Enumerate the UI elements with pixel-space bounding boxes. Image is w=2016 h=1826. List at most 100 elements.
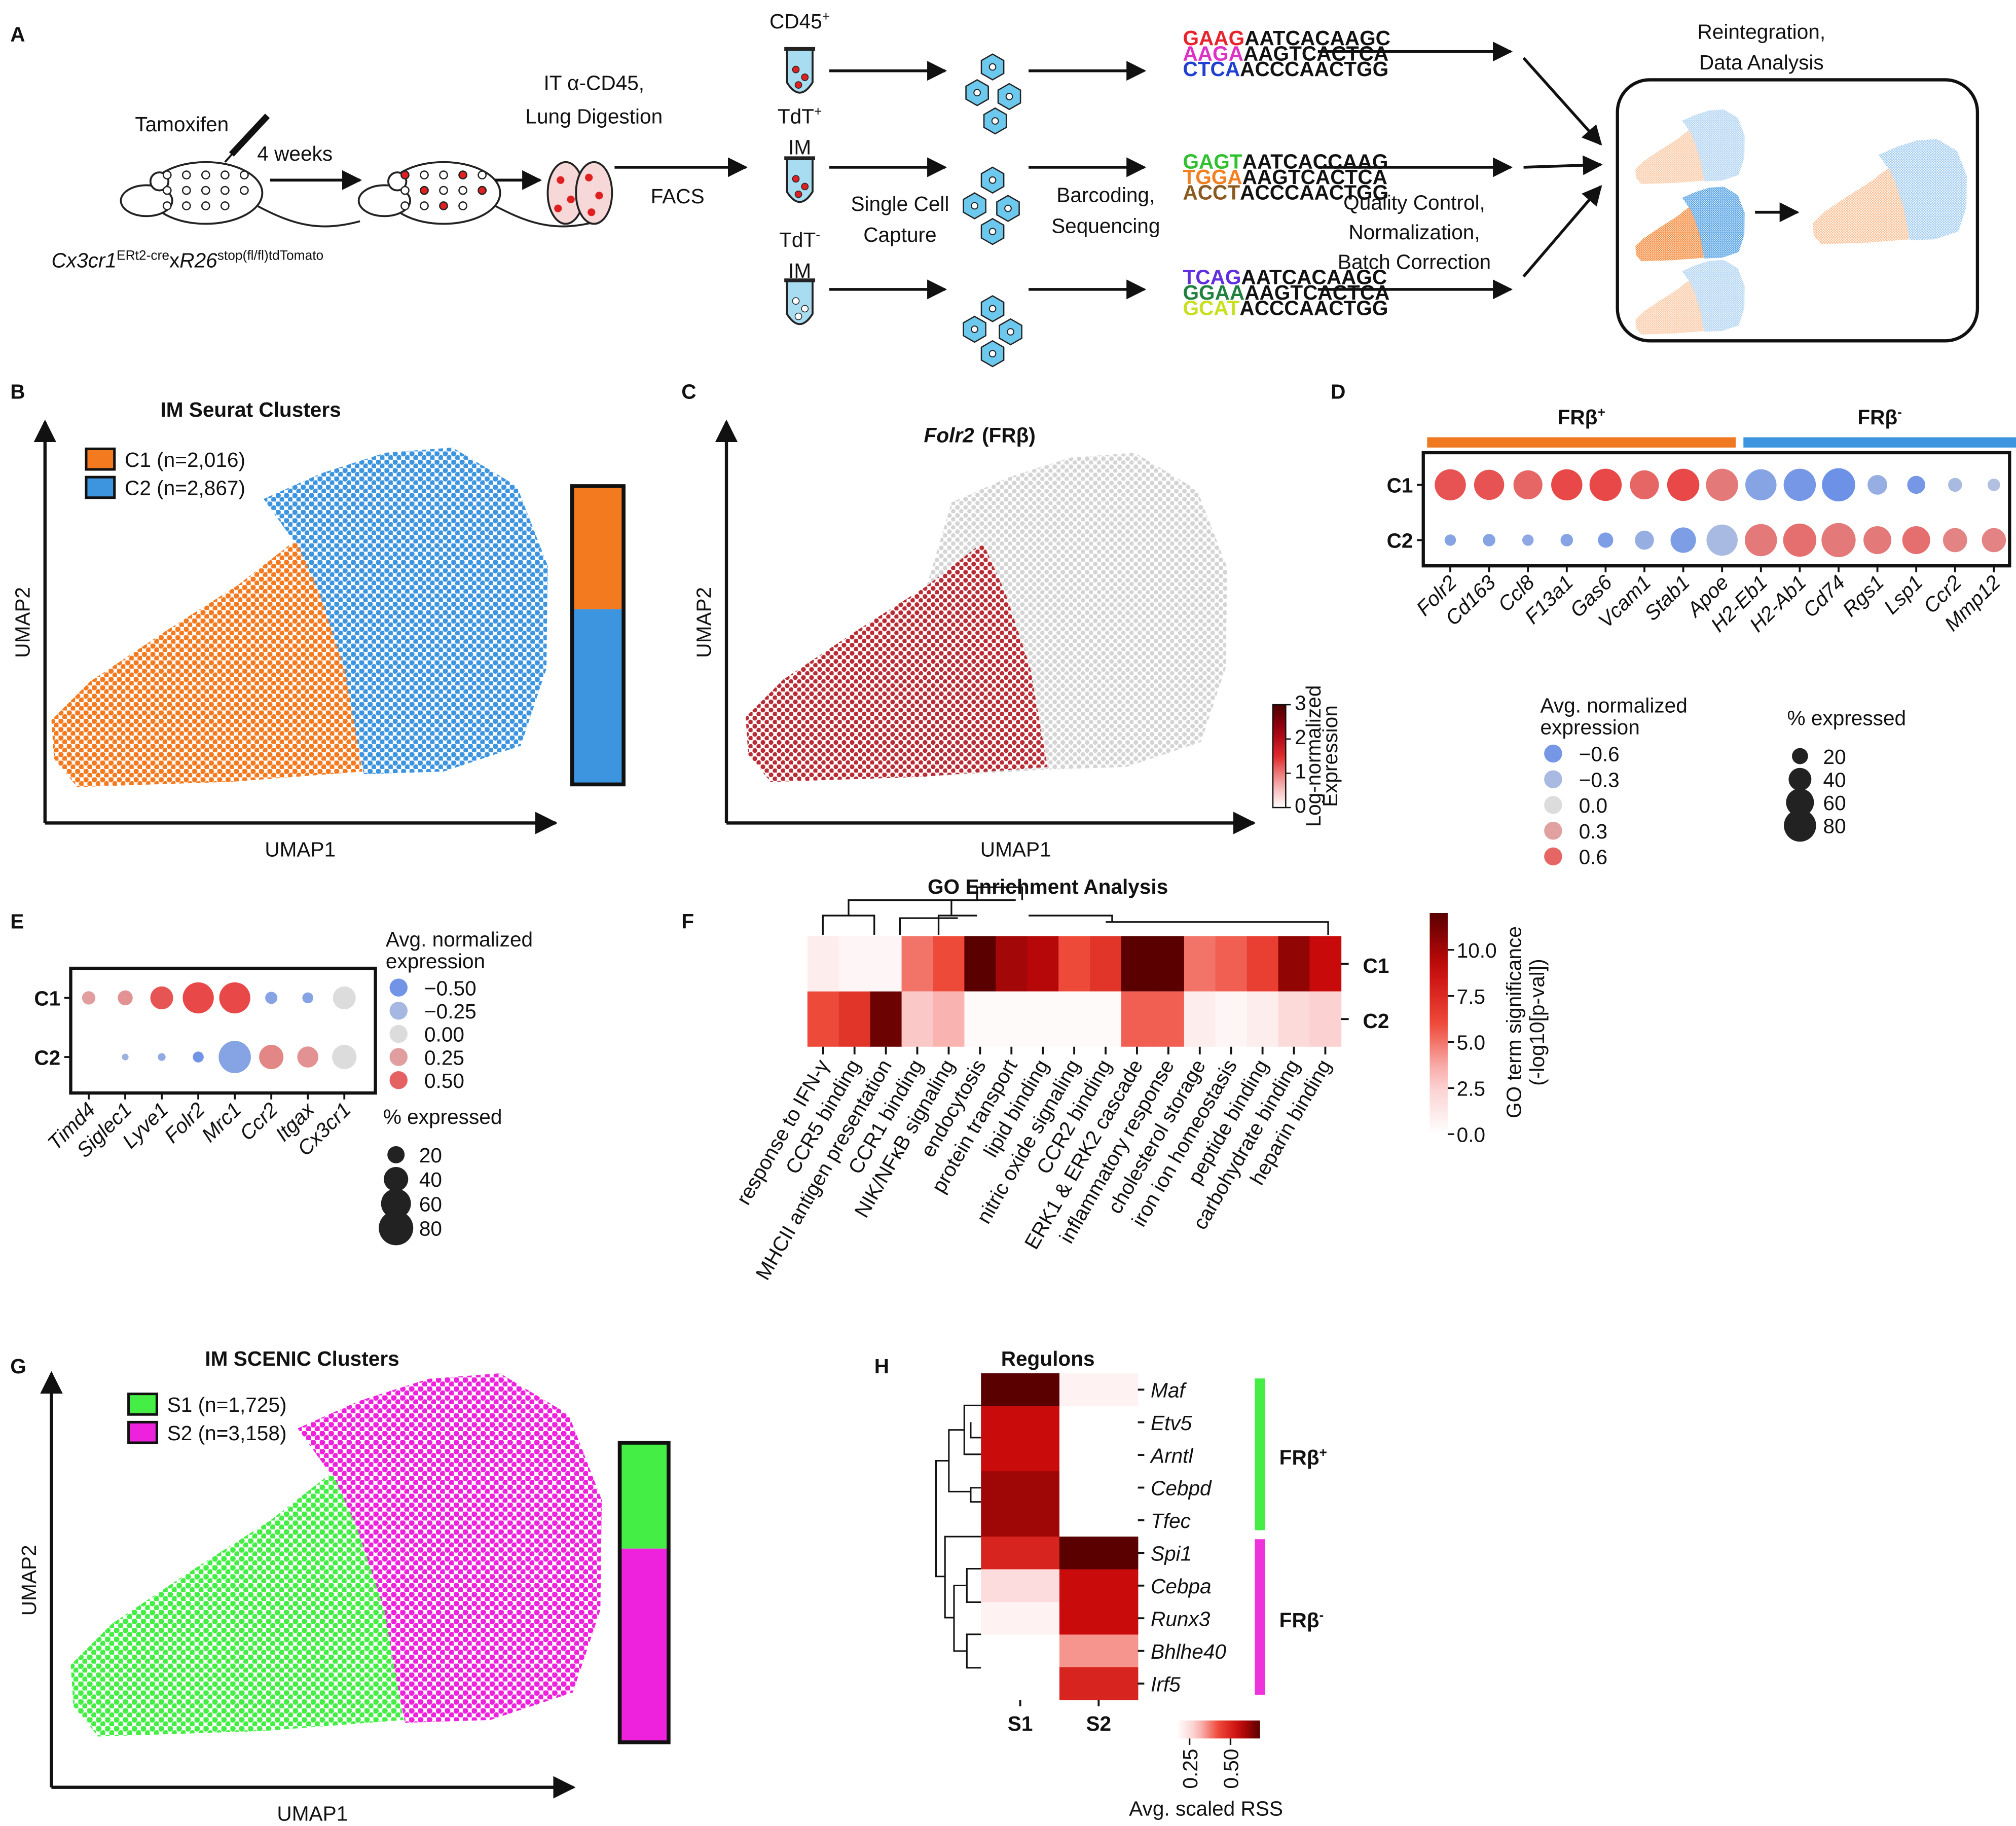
group-label: FRβ- (1857, 405, 1902, 429)
colorbar-tick-label: 3 (1295, 691, 1306, 714)
umap-cloud (746, 452, 1227, 782)
schematic-text: Normalization, (1348, 221, 1480, 244)
mouse-spot (400, 186, 410, 195)
schematic-text: Quality Control, (1343, 191, 1485, 214)
legend-dot (1786, 788, 1814, 817)
heatmap-cell (1027, 991, 1059, 1047)
mouse-spot (201, 186, 210, 195)
dot (218, 1041, 251, 1073)
mouse-spot (458, 170, 467, 180)
dendrogram (822, 915, 875, 935)
x-tick-label: Stab1 (1640, 571, 1695, 626)
legend-label: 80 (419, 1217, 442, 1240)
dendrogram (970, 1422, 981, 1439)
dot (1598, 532, 1614, 548)
genotype-part: stop(fl/fl)tdTomato (217, 248, 323, 263)
heatmap-cell (933, 936, 965, 992)
panel-label: A (10, 22, 25, 46)
dot (1948, 478, 1962, 492)
dot (1635, 530, 1654, 550)
legend-swatch (85, 447, 116, 471)
heatmap-cell (1090, 936, 1122, 992)
cluster-region (1682, 109, 1745, 181)
colorbar-tick-label: 10.0 (1457, 939, 1497, 962)
tube (786, 279, 814, 325)
cell-nucleus (1004, 204, 1012, 212)
cell-nucleus (1007, 328, 1014, 336)
dot (1942, 528, 1967, 553)
barcode-part: GAAG (1183, 26, 1244, 50)
panel-label: G (10, 1355, 26, 1378)
cell-nucleus (988, 63, 997, 71)
mouse-spot (478, 186, 487, 195)
lung-cell (554, 204, 562, 212)
mouse-spot (458, 201, 467, 210)
legend-label: 20 (419, 1144, 442, 1167)
dot (1867, 474, 1888, 495)
x-axis-label: UMAP1 (980, 837, 1051, 861)
mouse-icon (357, 161, 598, 228)
tube-icon (784, 156, 816, 203)
heatmap-cell (1059, 1438, 1139, 1472)
umap-cloud (70, 1373, 602, 1737)
legend-label: 0.3 (1579, 820, 1607, 843)
heatmap-cell (1059, 1667, 1139, 1701)
legend-swatch (85, 476, 116, 499)
umap-cloud (1635, 186, 1745, 262)
dot (82, 991, 96, 1005)
schematic-text: Capture (863, 223, 936, 246)
heatmap-cell (1059, 1601, 1139, 1635)
genotype-part: x (169, 249, 179, 272)
syringe-needle (224, 151, 235, 163)
colorbar-tick-label: 0.50 (1220, 1749, 1243, 1789)
colorbar-tick-label: 1 (1295, 760, 1306, 783)
heatmap-cell (870, 936, 902, 992)
legend-label: −0.50 (424, 976, 476, 1000)
barcode: GGAAAAGTCACTCA (1183, 281, 1389, 304)
mouse-spot (420, 201, 429, 210)
dot (1435, 469, 1466, 501)
heatmap-cell (981, 1504, 1060, 1537)
dendrogram (944, 1536, 981, 1619)
heatmap-cell (981, 1569, 1060, 1602)
umap-cloud (1635, 260, 1745, 335)
heatmap-cell (1059, 1373, 1139, 1407)
heatmap-cell (1121, 991, 1153, 1047)
colorbar-tick-label: 0 (1295, 794, 1306, 817)
lung-cell (557, 176, 565, 184)
cell-nucleus (988, 228, 997, 236)
umap-cloud (1635, 109, 1745, 185)
legend-dot (1788, 768, 1812, 791)
barcode-part: CTCA (1183, 57, 1240, 81)
cell-nucleus (991, 117, 999, 125)
colorbar-tick-label: 7.5 (1457, 985, 1485, 1008)
mouse-spot (181, 170, 191, 180)
group-label-part: FRβ (1279, 1446, 1319, 1469)
schematic-text: 4 weeks (257, 142, 333, 165)
x-tick-label: S2 (1086, 1712, 1111, 1735)
heatmap-cell (1059, 1471, 1139, 1505)
heatmap-cell (807, 936, 839, 992)
x-tick-label: Folr2 (160, 1098, 209, 1147)
dendrogram (1029, 915, 1113, 922)
heatmap-cell (981, 1406, 1060, 1439)
umap-cloud (1813, 139, 1967, 244)
syringe (229, 114, 270, 157)
x-axis-label: UMAP1 (277, 1802, 348, 1825)
legend-label: 60 (1823, 791, 1846, 815)
y-tick-label: Runx3 (1151, 1607, 1211, 1630)
legend-label: 0.0 (1579, 794, 1607, 817)
group-label: FRβ+ (1558, 405, 1605, 429)
dot (1706, 468, 1738, 501)
legend-dot (1544, 847, 1562, 866)
heatmap-cell (1278, 936, 1310, 992)
dot (158, 1053, 166, 1061)
group-label-part: FRβ (1279, 1609, 1319, 1632)
heatmap-cell (1184, 991, 1216, 1047)
barcode-part: ACCCAACTGG (1240, 57, 1388, 81)
dot (1560, 534, 1573, 546)
chart-title: IM Seurat Clusters (160, 398, 341, 421)
arrow (1523, 155, 1603, 175)
dot (1988, 479, 2000, 491)
population-label-part: TdT (778, 105, 814, 128)
